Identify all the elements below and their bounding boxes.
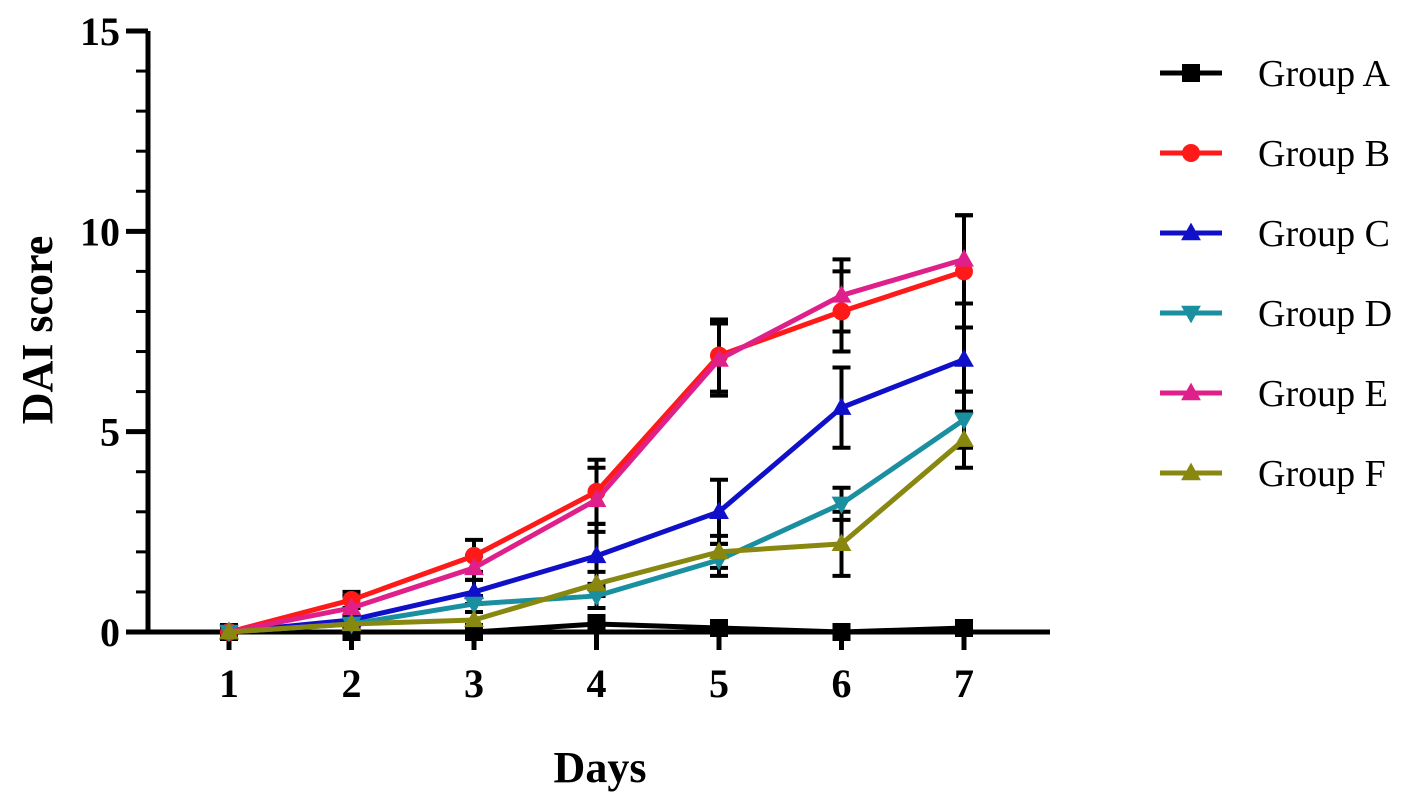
y-tick-label: 5 — [100, 410, 120, 455]
data-point — [832, 302, 851, 321]
error-bars-group-f — [342, 409, 973, 630]
series-group-f — [219, 429, 974, 640]
legend-marker — [1181, 222, 1201, 241]
data-point — [954, 412, 974, 430]
y-axis-title: DAI score — [13, 236, 62, 425]
legend-item-group-e: Group E — [1160, 373, 1388, 415]
legend-label: Group D — [1258, 293, 1392, 335]
data-point — [955, 262, 973, 281]
legend-label: Group E — [1258, 373, 1388, 415]
legend-marker — [1182, 64, 1200, 82]
data-point — [832, 623, 851, 641]
data-point — [586, 489, 607, 507]
data-point — [586, 545, 607, 564]
x-tick-label: 7 — [954, 661, 974, 706]
x-tick-label: 1 — [219, 661, 239, 706]
legend-item-group-b: Group B — [1160, 133, 1390, 175]
x-tick-label: 5 — [709, 661, 729, 706]
data-point — [341, 597, 362, 616]
data-point — [464, 557, 484, 576]
x-tick-label: 4 — [587, 661, 607, 706]
data-point — [465, 546, 483, 565]
y-tick-label: 15 — [80, 9, 120, 54]
legend-marker — [1181, 462, 1201, 481]
data-point — [465, 623, 483, 641]
data-point — [464, 596, 484, 615]
data-point — [831, 533, 852, 552]
legend-marker — [1181, 305, 1201, 324]
error-bars-group-b — [342, 213, 973, 610]
legend-label: Group B — [1258, 133, 1390, 175]
legend-item-group-c: Group C — [1160, 213, 1390, 255]
legend: Group A Group B Group C Group D Group E Group… — [1160, 53, 1392, 495]
data-point — [341, 613, 362, 632]
data-point — [709, 541, 729, 560]
data-point — [709, 349, 729, 367]
data-point — [464, 609, 484, 628]
y-tick-label: 0 — [100, 610, 120, 655]
data-point — [586, 573, 607, 592]
data-point — [954, 349, 974, 367]
x-tick-label: 6 — [832, 661, 852, 706]
data-point — [464, 581, 484, 600]
data-point — [587, 614, 606, 633]
legend-label: Group F — [1258, 453, 1386, 495]
plot-area: 0 5 10 15 1 2 3 4 5 6 7 — [80, 9, 1050, 706]
legend-item-group-d: Group D — [1160, 293, 1392, 335]
data-point — [954, 429, 974, 447]
legend-item-group-f: Group F — [1160, 453, 1386, 495]
data-point — [219, 621, 239, 640]
data-point — [831, 496, 852, 515]
x-tick-label: 3 — [464, 661, 484, 706]
legend-label: Group C — [1258, 213, 1390, 255]
data-point — [831, 285, 852, 303]
error-bars-group-e — [342, 213, 973, 622]
data-point — [586, 588, 607, 607]
data-point — [710, 618, 728, 637]
series-group-e — [219, 249, 974, 640]
legend-label: Group A — [1258, 53, 1391, 95]
x-axis-title: Days — [554, 743, 647, 792]
x-tick-label: 2 — [342, 661, 362, 706]
y-tick-label: 10 — [80, 209, 120, 254]
legend-marker — [1181, 382, 1201, 401]
data-point — [955, 618, 973, 637]
data-point — [954, 249, 974, 267]
legend-item-group-a: Group A — [1160, 53, 1391, 95]
data-point — [709, 501, 729, 519]
legend-marker — [1182, 144, 1200, 162]
data-point — [831, 397, 852, 415]
